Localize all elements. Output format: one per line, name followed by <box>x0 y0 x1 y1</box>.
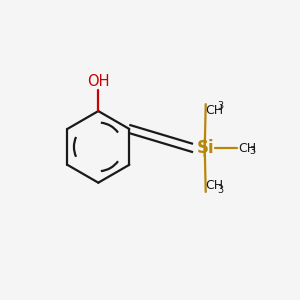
Text: 3: 3 <box>217 101 223 111</box>
Text: CH: CH <box>238 142 256 154</box>
Text: OH: OH <box>87 74 110 89</box>
Text: 3: 3 <box>249 146 255 156</box>
Text: 3: 3 <box>217 185 223 195</box>
Text: CH: CH <box>206 104 224 117</box>
Text: Si: Si <box>197 139 214 157</box>
Text: CH: CH <box>206 179 224 192</box>
